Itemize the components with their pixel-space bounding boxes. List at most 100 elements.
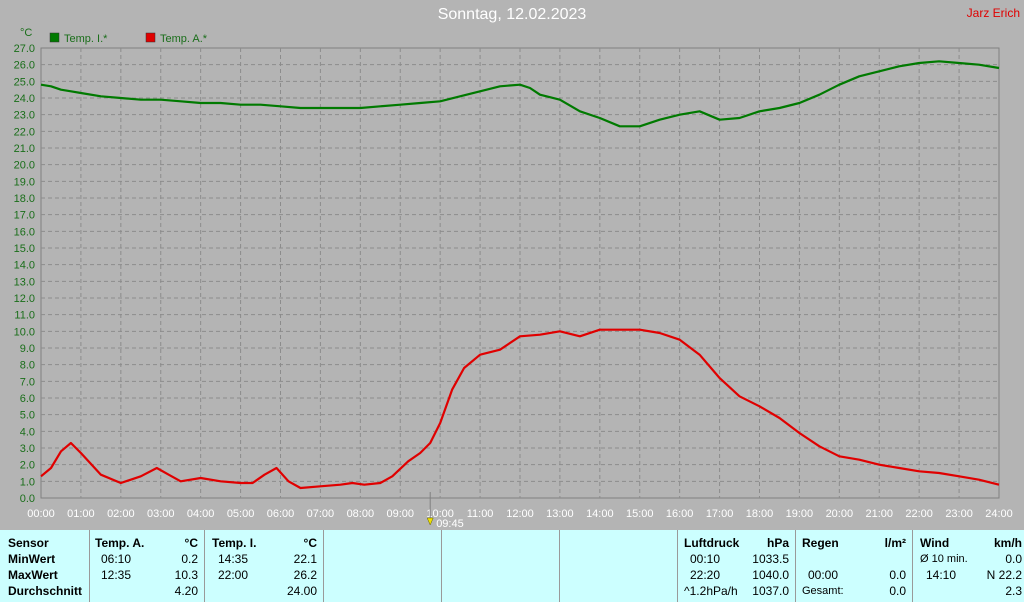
stats-empty-column-3 xyxy=(560,530,678,602)
x-tick-label: 06:00 xyxy=(267,508,295,520)
y-tick-label: 13.0 xyxy=(14,276,35,288)
temp-a-max-time: 12:35 xyxy=(101,568,132,582)
pressure-trend: ^1.2hPa/h xyxy=(684,584,738,598)
wind-unit: km/h xyxy=(993,536,1022,550)
y-tick-label: 17.0 xyxy=(14,210,35,222)
pressure-header: Luftdruck xyxy=(684,536,740,550)
temp-a-min-value: 0.2 xyxy=(181,552,198,566)
stats-empty-column-1 xyxy=(324,530,442,602)
pressure-min-value: 1033.5 xyxy=(752,552,789,566)
y-tick-label: 5.0 xyxy=(20,410,35,422)
rain-unit: l/m² xyxy=(884,536,906,550)
wind-avg-label: Ø 10 min. xyxy=(920,553,968,565)
x-tick-label: 18:00 xyxy=(746,508,774,520)
x-tick-label: 19:00 xyxy=(786,508,814,520)
wind-average: 2.3 xyxy=(1005,584,1022,598)
legend-swatch xyxy=(49,32,60,43)
x-tick-label: 05:00 xyxy=(227,508,255,520)
row-label-avg: Durchschnitt xyxy=(8,584,83,598)
temp-i-average: 24.00 xyxy=(286,584,317,598)
x-tick-label: 23:00 xyxy=(945,508,973,520)
wind-max-time: 14:10 xyxy=(926,568,957,582)
rain-header: Regen xyxy=(802,536,839,550)
y-tick-label: 11.0 xyxy=(14,310,35,322)
x-tick-label: 00:00 xyxy=(27,508,55,520)
x-tick-label: 21:00 xyxy=(865,508,893,520)
y-tick-label: 18.0 xyxy=(14,193,35,205)
sensor-header: Sensor xyxy=(8,536,49,550)
rain-total-label: Gesamt: xyxy=(802,585,844,597)
x-tick-label: 22:00 xyxy=(905,508,933,520)
x-tick-label: 24:00 xyxy=(985,508,1013,520)
stats-wind-column: Wind km/h Ø 10 min. 0.0 14:10 N 22.2 2.3 xyxy=(913,530,1024,602)
temp-i-max-value: 26.2 xyxy=(293,568,317,582)
temp-i-header: Temp. I. xyxy=(212,536,257,550)
temp-i-unit: °C xyxy=(303,536,317,550)
y-tick-label: 26.0 xyxy=(14,60,35,72)
legend-label: Temp. A.* xyxy=(160,33,208,45)
y-tick-label: 21.0 xyxy=(14,143,35,155)
rain-total-value: 0.0 xyxy=(889,584,906,598)
temp-a-average: 4.20 xyxy=(174,584,198,598)
x-tick-label: 15:00 xyxy=(626,508,654,520)
x-tick-label: 09:00 xyxy=(386,508,414,520)
y-tick-label: 27.0 xyxy=(14,43,35,55)
y-tick-label: 1.0 xyxy=(20,476,35,488)
y-tick-label: 0.0 xyxy=(20,493,35,505)
time-marker-label: 09:45 xyxy=(436,518,464,530)
chart: 0.0 1.0 2.0 3.0 4.0 5.0 6.0 7.0 8.0 9.0 10.0 11.0 12… xyxy=(14,27,1013,530)
y-tick-label: 7.0 xyxy=(20,376,35,388)
wind-avg-value: 0.0 xyxy=(1005,552,1022,566)
stats-sensor-column: Sensor MinWert MaxWert Durchschnitt xyxy=(0,530,90,602)
temp-i-min-time: 14:35 xyxy=(218,552,249,566)
stats-temp-a-column: Temp. A. °C 06:10 0.2 12:35 10.3 4.20 xyxy=(90,530,205,602)
x-tick-label: 20:00 xyxy=(826,508,854,520)
rain-max-value: 0.0 xyxy=(889,568,906,582)
series-line xyxy=(40,60,1000,128)
pressure-unit: hPa xyxy=(766,536,789,550)
wind-header: Wind xyxy=(920,536,950,550)
y-tick-label: 25.0 xyxy=(14,76,35,88)
x-tick-label: 01:00 xyxy=(67,508,95,520)
y-tick-label: 9.0 xyxy=(20,343,35,355)
stats-rain-column: Regen l/m² 00:00 0.0 Gesamt: 0.0 xyxy=(796,530,913,602)
wind-max-value: N 22.2 xyxy=(986,568,1022,582)
x-tick-label: 12:00 xyxy=(506,508,534,520)
time-marker-icon xyxy=(426,517,434,526)
legend-swatch xyxy=(145,32,156,43)
y-tick-label: 2.0 xyxy=(20,460,35,472)
x-tick-label: 17:00 xyxy=(706,508,734,520)
x-tick-label: 03:00 xyxy=(147,508,175,520)
x-tick-label: 10:00 xyxy=(426,508,454,520)
temp-i-max-time: 22:00 xyxy=(218,568,249,582)
pressure-max-time: 22:20 xyxy=(690,568,721,582)
y-tick-label: 3.0 xyxy=(20,443,35,455)
y-tick-label: 10.0 xyxy=(14,326,35,338)
y-tick-label: 16.0 xyxy=(14,226,35,238)
y-tick-label: 12.0 xyxy=(14,293,35,305)
x-tick-label: 04:00 xyxy=(187,508,215,520)
x-tick-label: 08:00 xyxy=(347,508,375,520)
y-tick-label: 24.0 xyxy=(14,93,35,105)
y-tick-label: 22.0 xyxy=(14,126,35,138)
stats-empty-column-2 xyxy=(442,530,560,602)
y-tick-label: 15.0 xyxy=(14,243,35,255)
temp-a-max-value: 10.3 xyxy=(174,568,198,582)
x-tick-label: 02:00 xyxy=(107,508,135,520)
x-tick-label: 07:00 xyxy=(307,508,335,520)
rain-max-time: 00:00 xyxy=(808,568,839,582)
pressure-max-value: 1040.0 xyxy=(752,568,789,582)
x-tick-label: 14:00 xyxy=(586,508,614,520)
row-label-min: MinWert xyxy=(8,552,56,566)
x-tick-label: 13:00 xyxy=(546,508,574,520)
stats-pressure-column: Luftdruck hPa 00:10 1033.5 22:20 1040.0 … xyxy=(678,530,796,602)
series-line xyxy=(40,328,1000,490)
row-label-max: MaxWert xyxy=(8,568,58,582)
stats-table: Sensor MinWert MaxWert Durchschnitt Temp… xyxy=(0,530,1024,602)
stats-temp-i-column: Temp. I. °C 14:35 22.1 22:00 26.2 24.00 xyxy=(205,530,324,602)
y-tick-label: 19.0 xyxy=(14,176,35,188)
temp-a-header: Temp. A. xyxy=(95,536,145,550)
x-tick-label: 11:00 xyxy=(467,508,494,520)
y-tick-label: 8.0 xyxy=(20,360,35,372)
y-tick-label: 14.0 xyxy=(14,260,35,272)
